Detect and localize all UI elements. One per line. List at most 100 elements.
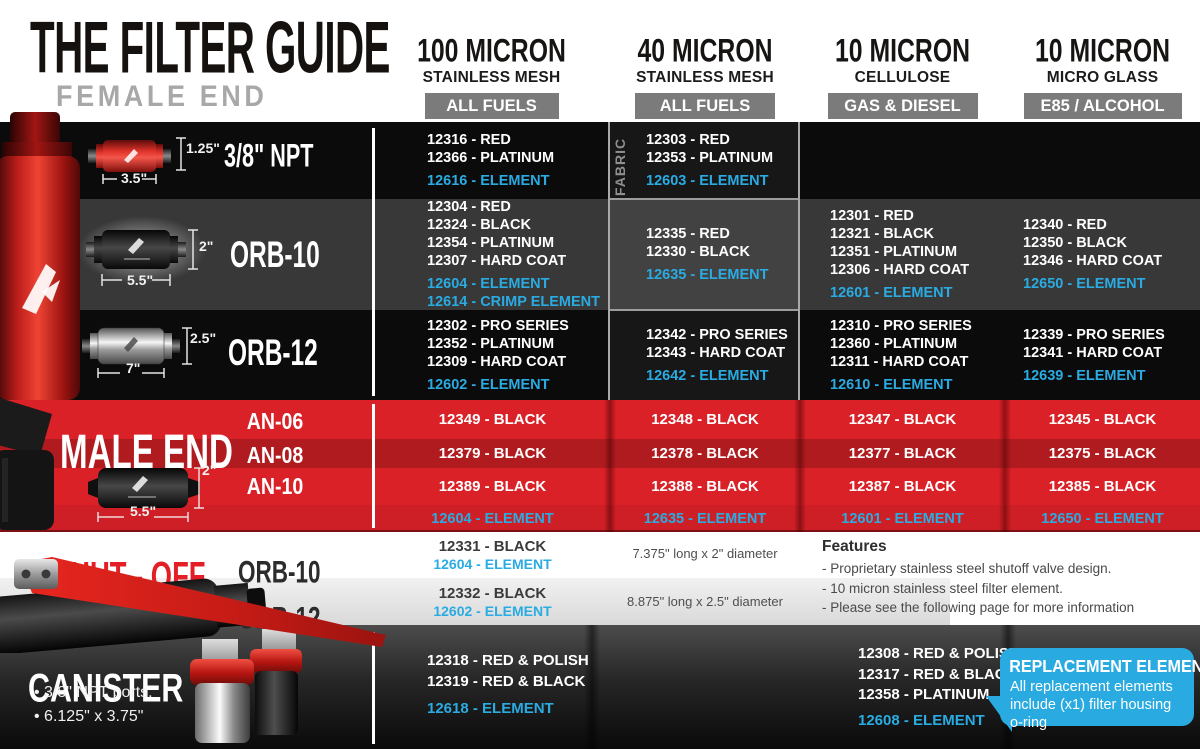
part-number: 12331 - BLACK [438, 538, 547, 555]
cell-orb12-10micron-cellulose: 12310 - PRO SERIES 12360 - PLATINUM 1231… [800, 310, 1005, 400]
orb12-filter-image [82, 327, 192, 378]
red-canister-filter-image [0, 112, 80, 400]
orb12-height-dim: 2.5" [190, 330, 217, 346]
element-numbers: 12616 - ELEMENT [427, 173, 550, 189]
part-numbers: 12310 - PRO SERIES 12360 - PLATINUM 1231… [830, 317, 972, 370]
cell-male-element-100micron: 12604 - ELEMENT [431, 510, 554, 527]
row-label-npt: 3/8" NPT [224, 138, 314, 175]
cell-npt-40micron: 12303 - RED 12353 - PLATINUM 12603 - ELE… [610, 122, 800, 199]
cell-orb12-100micron: 12302 - PRO SERIES 12352 - PLATINUM 1230… [375, 310, 608, 400]
micron-rating: 10 MICRON [834, 32, 971, 70]
shutoff-orb10-dimensions: 7.375" long x 2" diameter [632, 546, 778, 561]
fuel-badge: E85 / ALCOHOL [1023, 93, 1182, 119]
element-number: 12604 - ELEMENT [433, 556, 552, 572]
cell-an10-100micron: 12389 - BLACK [438, 478, 547, 495]
page-title: THE FILTER GUIDE [30, 7, 390, 89]
media-type: CELLULOSE [854, 69, 951, 86]
row-label-shutoff-orb10: ORB-10 [238, 555, 321, 590]
cell-npt-100micron: 12316 - RED 12366 - PLATINUM 12616 - ELE… [375, 122, 608, 199]
male-column-divider [794, 400, 806, 532]
shutoff-valve-image [0, 557, 386, 653]
cell-orb12-10micron-microglass: 12339 - PRO SERIES 12341 - HARD COAT 126… [1005, 310, 1200, 400]
cell-shutoff-orb12: 12332 - BLACK 12602 - ELEMENT [375, 585, 610, 620]
page-subtitle: FEMALE END [56, 80, 268, 113]
element-numbers: 12650 - ELEMENT [1023, 276, 1146, 292]
cell-orb10-10micron-microglass: 12340 - RED 12350 - BLACK 12346 - HARD C… [1005, 199, 1200, 310]
row-label-orb10: ORB-10 [230, 234, 320, 276]
part-numbers: 12301 - RED 12321 - BLACK 12351 - PLATIN… [830, 208, 970, 278]
part-numbers: 12308 - RED & POLISH 12317 - RED & BLACK… [858, 645, 1020, 703]
column-header-100-micron: 100 MICRON STAINLESS MESH ALL FUELS [375, 32, 608, 119]
element-numbers: 12618 - ELEMENT [427, 700, 554, 717]
part-numbers: 12302 - PRO SERIES 12352 - PLATINUM 1230… [427, 317, 569, 370]
element-numbers: 12608 - ELEMENT [858, 711, 985, 729]
element-numbers: 12610 - ELEMENT [830, 376, 953, 393]
part-number: 12332 - BLACK [438, 585, 547, 602]
media-type: MICRO GLASS [1046, 69, 1159, 86]
npt-height-dim: 1.25" [186, 140, 220, 156]
column-header-10-micron-microglass: 10 MICRON MICRO GLASS E85 / ALCOHOL [1005, 32, 1200, 119]
cell-male-element-10micron-microglass: 12650 - ELEMENT [1041, 510, 1164, 527]
replacement-body: All replacement elements include (x1) fi… [1010, 679, 1173, 731]
element-numbers: 12602 - ELEMENT [427, 376, 550, 393]
cell-orb12-40micron: 12342 - PRO SERIES 12343 - HARD COAT 126… [610, 310, 800, 400]
fabric-column-separator [610, 198, 798, 200]
row-label-orb12: ORB-12 [228, 332, 318, 374]
part-numbers: 12303 - RED 12353 - PLATINUM [646, 132, 774, 166]
cell-an08-100micron: 12379 - BLACK [438, 445, 547, 462]
canister-bullet-ports: • 3/8" NPT ports. [34, 684, 153, 701]
replacement-elements-callout: REPLACEMENT ELEMENTS All replacement ele… [1000, 648, 1200, 731]
shutoff-orb12-dimensions: 8.875" long x 2.5" diameter [627, 594, 783, 609]
male-length-dim: 5.5" [130, 503, 157, 519]
cell-an06-100micron: 12349 - BLACK [438, 411, 547, 428]
female-row-npt-band [0, 122, 1200, 199]
fabric-column-separator [610, 309, 798, 311]
shutoff-features: Features - Proprietary stainless steel s… [822, 538, 1182, 618]
cell-male-element-10micron-cellulose: 12601 - ELEMENT [841, 510, 964, 527]
label-column-divider [372, 404, 375, 528]
cell-orb10-100micron: 12304 - RED 12324 - BLACK 12354 - PLATIN… [375, 199, 608, 310]
element-numbers: 12604 - ELEMENT 12614 - CRIMP ELEMENT [427, 276, 600, 310]
cell-an06-10micron-cellulose: 12347 - BLACK [848, 411, 957, 428]
row-label-an10: AN-10 [246, 473, 304, 499]
cell-an08-40micron: 12378 - BLACK [651, 445, 759, 462]
replacement-title: REPLACEMENT ELEMENTS [1009, 656, 1200, 676]
canister-bullet-size: • 6.125" x 3.75" [34, 708, 144, 725]
element-numbers: 12635 - ELEMENT [646, 267, 769, 283]
column-header-40-micron: 40 MICRON STAINLESS MESH ALL FUELS [610, 32, 800, 119]
male-fitting-image [0, 398, 54, 530]
row-label-an06: AN-06 [246, 408, 304, 434]
npt-filter-image [88, 137, 186, 184]
cell-an06-40micron: 12348 - BLACK [651, 411, 759, 428]
orb10-height-dim: 2" [199, 238, 214, 254]
male-column-divider [999, 400, 1011, 532]
cell-canister-10micron-cellulose: 12308 - RED & POLISH 12317 - RED & BLACK… [858, 644, 1020, 730]
part-numbers: 12342 - PRO SERIES 12343 - HARD COAT [646, 326, 788, 361]
canister-title: CANISTER [28, 666, 184, 712]
features-list: - Proprietary stainless steel shutoff va… [822, 561, 1135, 615]
features-title: Features [822, 538, 887, 555]
fabric-column-highlight [608, 122, 800, 400]
male-height-dim: 2" [202, 462, 217, 478]
cell-orb10-10micron-cellulose: 12301 - RED 12321 - BLACK 12351 - PLATIN… [800, 199, 1005, 310]
orb10-filter-image [80, 216, 206, 286]
female-row-orb12-band [0, 310, 1200, 400]
cell-an10-40micron: 12388 - BLACK [651, 478, 759, 495]
canister-filters-image [190, 629, 302, 743]
fuel-badge: ALL FUELS [424, 93, 559, 119]
part-numbers: 12339 - PRO SERIES 12341 - HARD COAT [1023, 326, 1165, 361]
part-numbers: 12340 - RED 12350 - BLACK 12346 - HARD C… [1023, 217, 1163, 269]
micron-rating: 100 MICRON [417, 32, 566, 70]
fuel-badge: ALL FUELS [635, 93, 775, 119]
part-numbers: 12335 - RED 12330 - BLACK [646, 226, 750, 260]
part-numbers: 12304 - RED 12324 - BLACK 12354 - PLATIN… [427, 199, 567, 269]
male-filter-image [88, 467, 204, 522]
part-numbers: 12316 - RED 12366 - PLATINUM [427, 132, 555, 166]
fuel-badge: GAS & DIESEL [827, 93, 978, 119]
orb12-length-dim: 7" [126, 360, 141, 376]
male-shutoff-separator [0, 530, 1200, 532]
cell-an08-10micron-microglass: 12375 - BLACK [1048, 445, 1157, 462]
media-type: STAINLESS MESH [636, 69, 774, 86]
part-numbers: 12318 - RED & POLISH 12319 - RED & BLACK [427, 652, 589, 690]
